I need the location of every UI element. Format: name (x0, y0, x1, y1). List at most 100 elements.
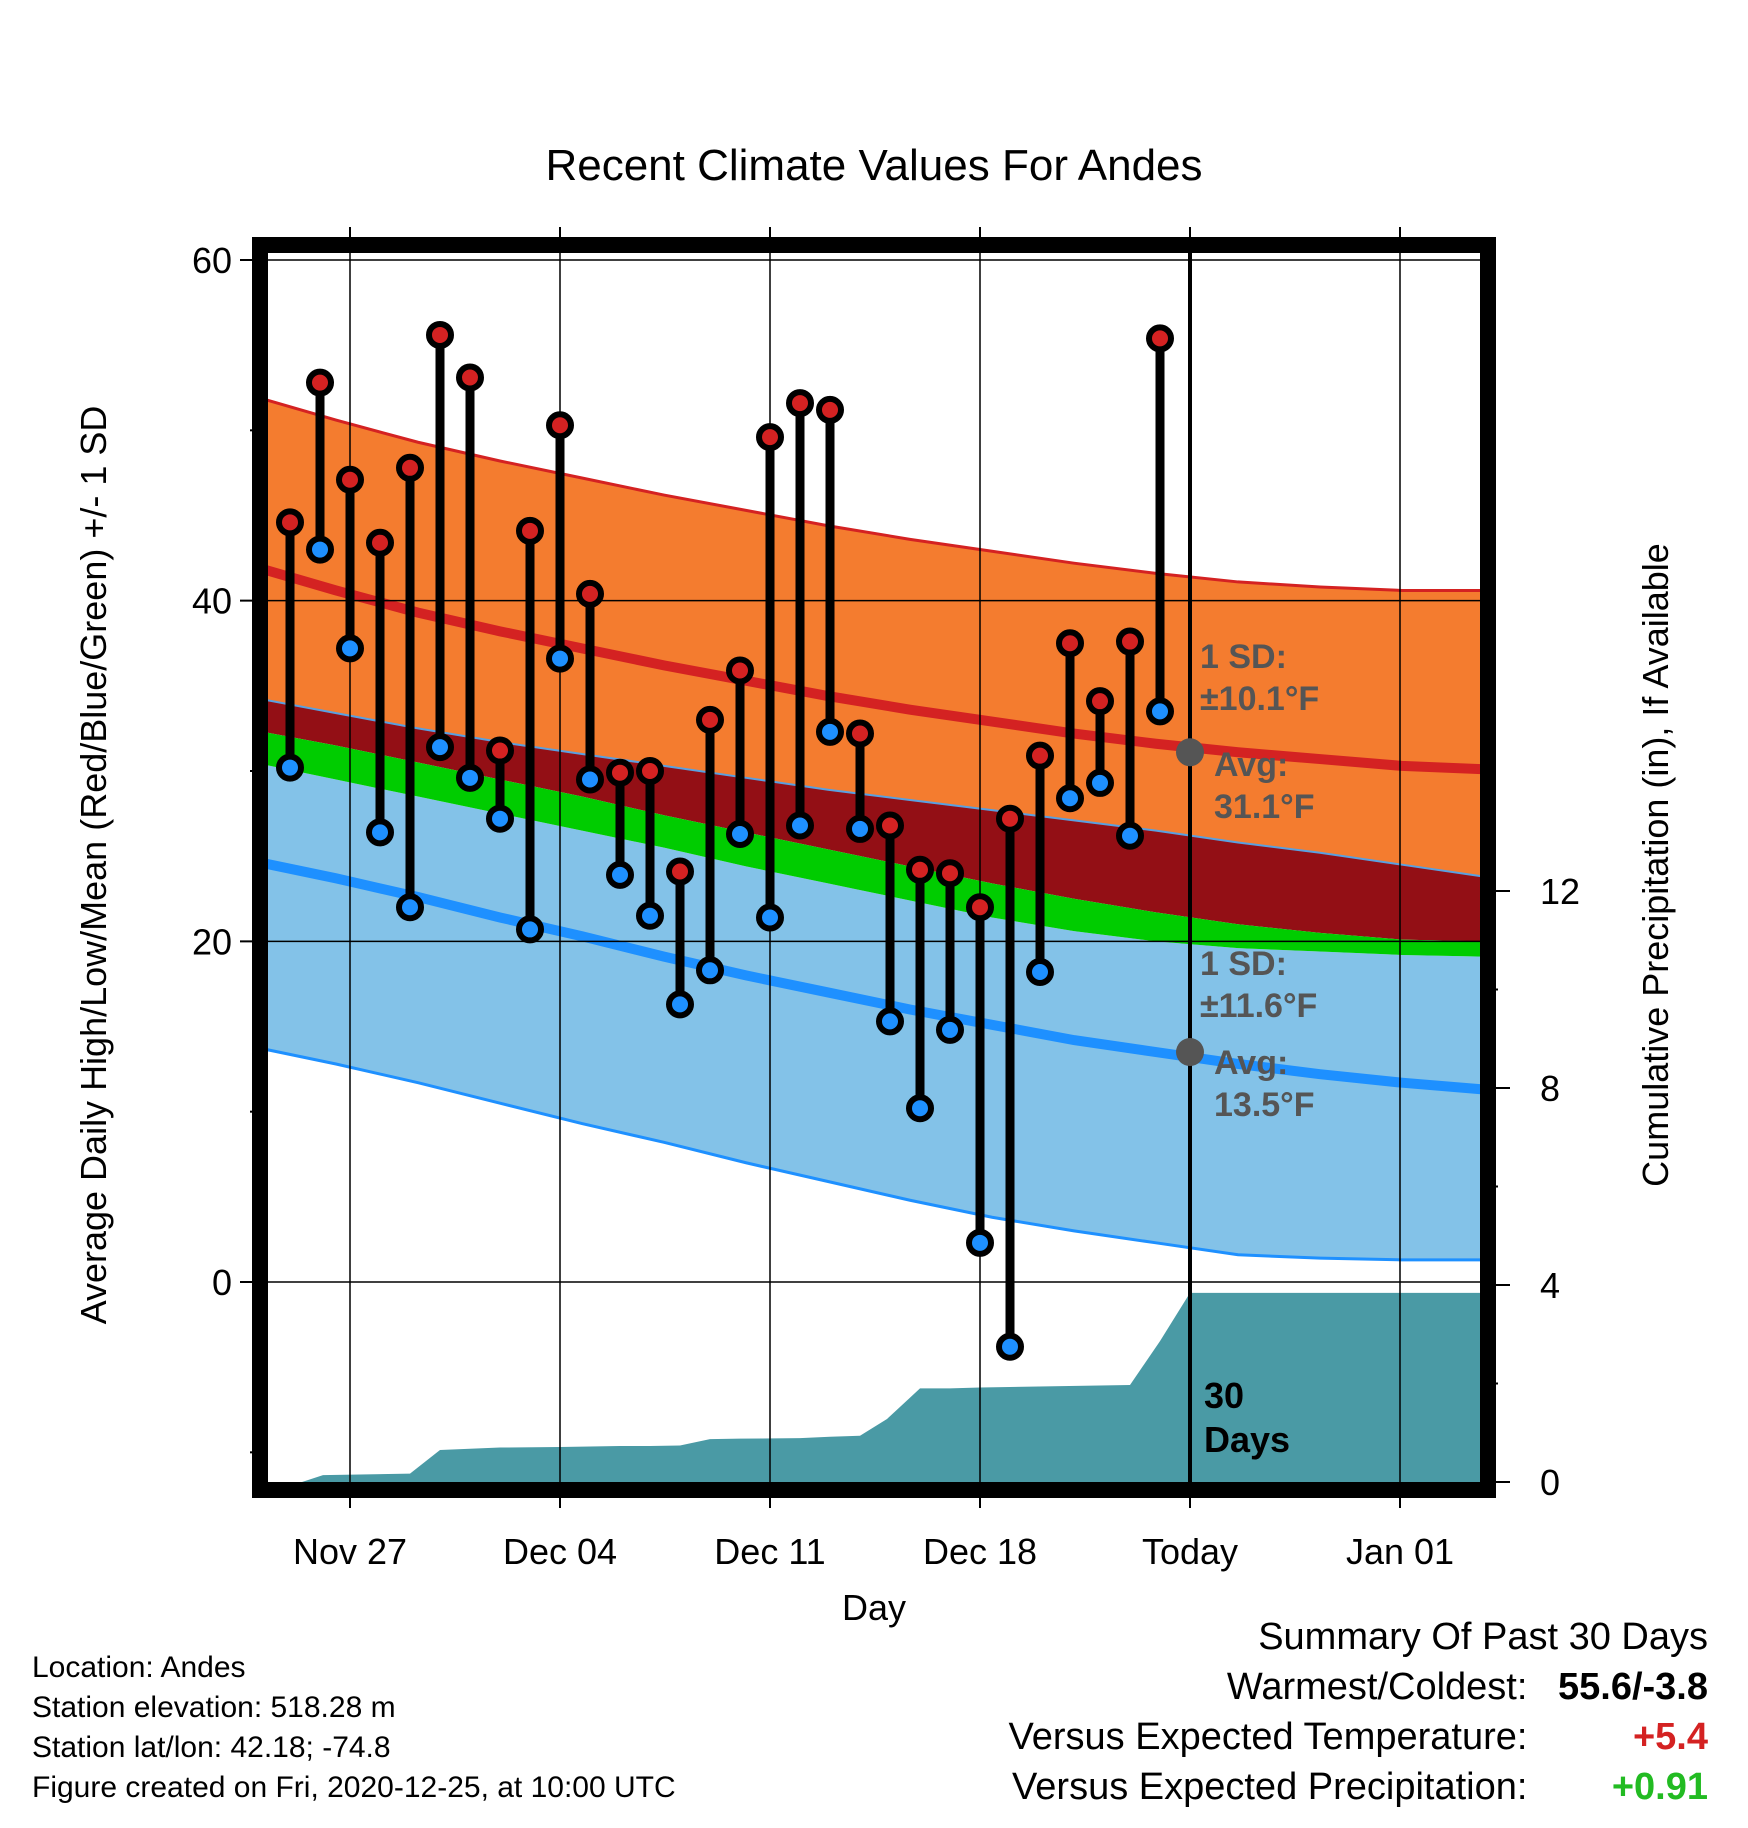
low-point (276, 753, 304, 782)
high-point (396, 453, 424, 482)
figure-created: Figure created on Fri, 2020-12-25, at 10… (32, 1771, 676, 1804)
temp-vs-expected-value: +5.4 (1632, 1716, 1708, 1758)
low-point (396, 893, 424, 922)
station-latlon: Station lat/lon: 42.18; -74.8 (32, 1731, 391, 1764)
low-point (696, 956, 724, 985)
high-plus-sd-line (260, 396, 1484, 592)
low-point (1146, 697, 1174, 726)
high-point (456, 363, 484, 392)
y-tick-label: 0 (212, 1262, 232, 1303)
y-tick-label: 20 (192, 921, 232, 962)
high-point (906, 855, 934, 884)
high-point (876, 811, 904, 840)
high-point (546, 411, 574, 440)
high-point (846, 719, 874, 748)
y2-tick-label: 0 (1540, 1462, 1560, 1503)
low-avg-value: 13.5°F (1214, 1086, 1315, 1124)
y-tick-label: 40 (192, 581, 232, 622)
low-sd-band (260, 763, 1484, 1260)
warmest-coldest-label: Warmest/Coldest: (1226, 1666, 1528, 1708)
high-point (1146, 324, 1174, 353)
low-point (1086, 768, 1114, 797)
warmest-coldest-value: 55.6/-3.8 (1558, 1666, 1708, 1708)
low-sd-value: ±11.6°F (1200, 987, 1317, 1025)
precip-area (302, 1292, 1484, 1482)
high-avg-value: 31.1°F (1214, 788, 1315, 826)
high-point (816, 395, 844, 424)
high-point (996, 804, 1024, 833)
high-point (1026, 741, 1054, 770)
y2-axis-title: Cumulative Precipitation (in), If Availa… (1635, 543, 1676, 1187)
high-point (336, 465, 364, 494)
high-avg-label: Avg: (1214, 746, 1288, 784)
y2-tick-label: 12 (1540, 871, 1580, 912)
y2-tick-label: 8 (1540, 1068, 1560, 1109)
low-point (546, 644, 574, 673)
low-point (456, 763, 484, 792)
low-point (876, 1007, 904, 1036)
x-tick-label: Today (1142, 1531, 1238, 1572)
low-point (1056, 784, 1084, 813)
low-point (816, 717, 844, 746)
low-point (966, 1228, 994, 1257)
low-point (336, 634, 364, 663)
high-point (516, 516, 544, 545)
x-tick-label: Dec 04 (503, 1531, 617, 1572)
high-point (426, 320, 454, 349)
low-point (576, 765, 604, 794)
today-high-avg-marker (1176, 738, 1204, 767)
low-point (1026, 957, 1054, 986)
today-label-line2: Days (1204, 1419, 1290, 1460)
low-point (366, 818, 394, 847)
high-point (606, 758, 634, 787)
high-point (1116, 627, 1144, 656)
low-point (516, 915, 544, 944)
today-label-line1: 30 (1204, 1375, 1244, 1416)
high-sd-label: 1 SD: (1200, 638, 1287, 676)
summary-warmest-coldest: Warmest/Coldest: 55.6/-3.8 (1009, 1662, 1708, 1712)
low-point (786, 811, 814, 840)
low-point (666, 990, 694, 1019)
low-point (936, 1015, 964, 1044)
low-point (606, 860, 634, 889)
mean-sd-band-upper (260, 698, 1484, 942)
x-tick-label: Dec 11 (714, 1531, 825, 1572)
low-minus-sd-line (260, 1046, 1484, 1262)
low-point (726, 820, 754, 849)
high-minus-sd-line (260, 697, 1485, 878)
high-point (786, 389, 814, 418)
high-point (936, 859, 964, 888)
x-axis-title: Day (842, 1587, 906, 1628)
high-point (276, 508, 304, 537)
low-point (906, 1094, 934, 1123)
summary-panel: Summary Of Past 30 Days Warmest/Coldest:… (1009, 1612, 1708, 1812)
plot-frame (252, 237, 1496, 1498)
low-sd-label: 1 SD: (1200, 945, 1287, 983)
low-point (1116, 821, 1144, 850)
summary-title: Summary Of Past 30 Days (1258, 1616, 1708, 1658)
high-point (306, 368, 334, 397)
summary-temperature: Versus Expected Temperature: +5.4 (1009, 1712, 1708, 1762)
chart-title: Recent Climate Values For Andes (545, 141, 1202, 190)
high-point (1086, 687, 1114, 716)
high-avg-line (260, 563, 1485, 775)
precip-vs-expected-value: +0.91 (1611, 1766, 1708, 1808)
low-point (486, 804, 514, 833)
high-point (636, 757, 664, 785)
x-tick-label: Jan 01 (1346, 1531, 1454, 1572)
x-tick-label: Dec 18 (923, 1531, 1037, 1572)
y-tick-label: 60 (192, 240, 232, 281)
high-point (576, 579, 604, 608)
summary-precipitation: Versus Expected Precipitation: +0.91 (1009, 1762, 1708, 1812)
plot-area: 1 SD: ±10.1°F Avg: 31.1°F 1 SD: ±11.6°F Avg: 13… (260, 245, 1488, 1490)
low-point (996, 1332, 1024, 1361)
today-low-avg-marker (1176, 1038, 1204, 1067)
y2-tick-label: 4 (1540, 1265, 1560, 1306)
station-info: Location: Andes Station elevation: 518.2… (32, 1648, 676, 1808)
low-point (306, 535, 334, 564)
low-point (846, 814, 874, 843)
high-sd-value: ±10.1°F (1200, 680, 1319, 718)
high-point (756, 423, 784, 452)
temp-vs-expected-label: Versus Expected Temperature: (1008, 1716, 1528, 1758)
